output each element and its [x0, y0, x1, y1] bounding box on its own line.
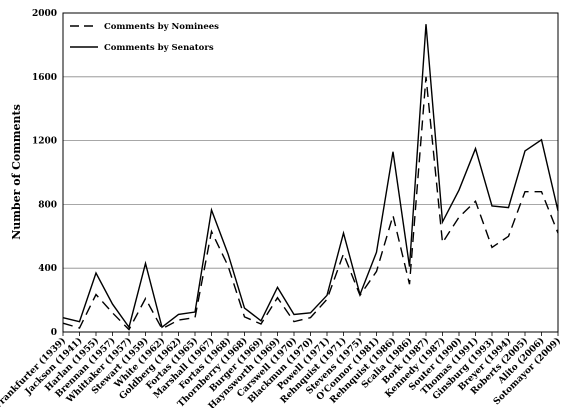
- legend-label-senators: Comments by Senators: [104, 43, 214, 53]
- series-line-senators: [62, 24, 559, 329]
- y-tick-label: 400: [38, 264, 57, 274]
- legend: Comments by Nominees Comments by Senator…: [70, 22, 219, 53]
- y-tick-label: 1200: [32, 137, 57, 147]
- y-tick-label: 800: [38, 200, 57, 210]
- axes: [62, 12, 559, 336]
- plot-frame: [62, 12, 559, 333]
- x-tick-labels: Frankfurter (1939)Jackson (1941)Harlan (…: [0, 335, 563, 408]
- y-tick-label: 0: [51, 328, 57, 338]
- y-tick-label: 2000: [32, 9, 57, 19]
- y-tick-label: 1600: [32, 73, 57, 83]
- series-line-nominees: [62, 76, 559, 331]
- y-axis-label: Number of Comments: [10, 104, 23, 240]
- y-tick-labels: 0 400 800 1200 1600 2000: [32, 9, 57, 338]
- legend-label-nominees: Comments by Nominees: [104, 22, 219, 32]
- series-lines: [62, 24, 559, 331]
